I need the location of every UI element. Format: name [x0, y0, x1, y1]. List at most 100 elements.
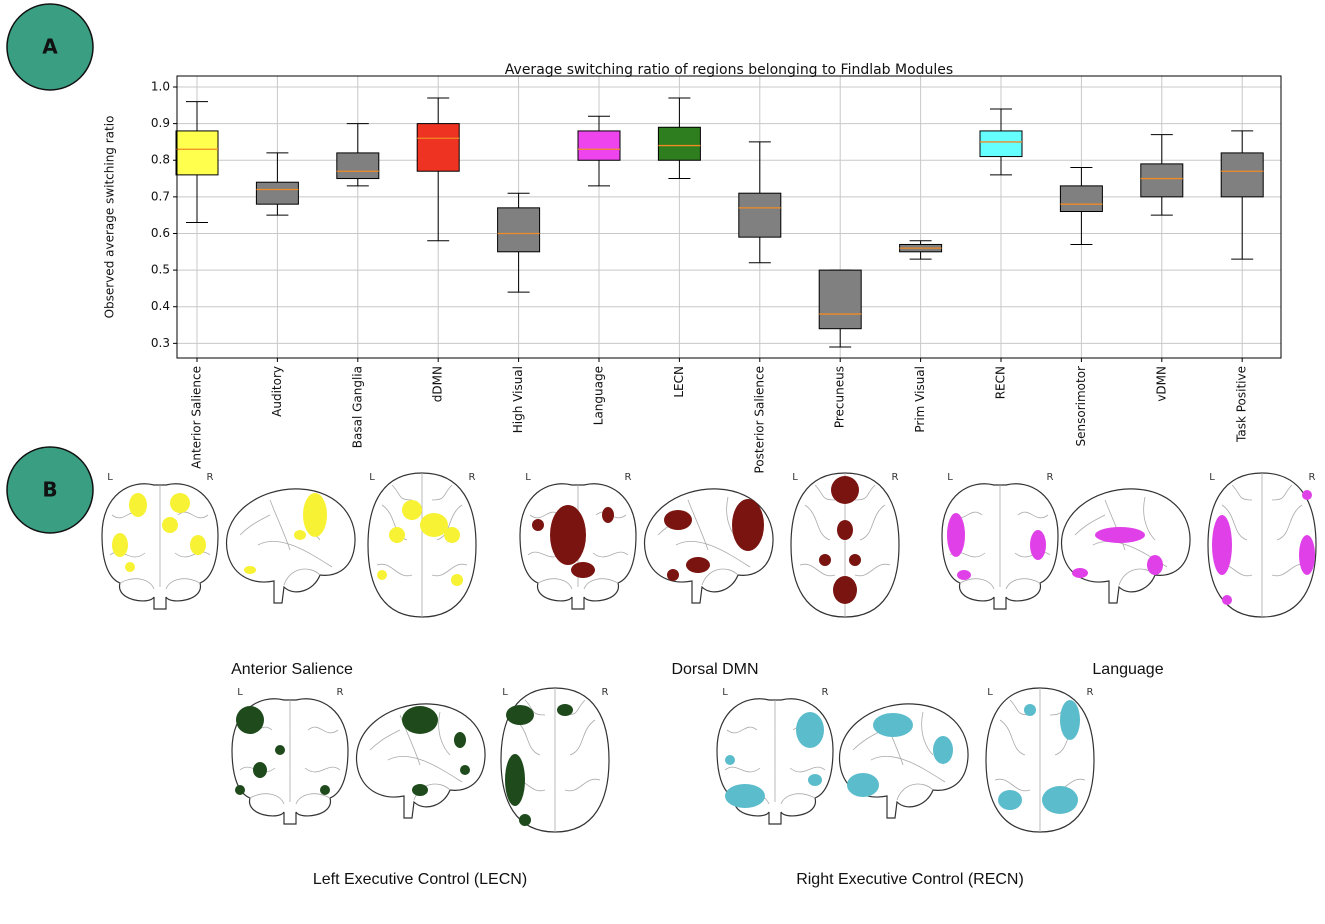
- activation-blob: [664, 510, 692, 530]
- activation-blob: [571, 562, 595, 578]
- hemisphere-label: L: [792, 472, 798, 483]
- x-tick-label: Posterior Salience: [752, 366, 766, 473]
- activation-blob: [190, 535, 206, 555]
- activation-blob: [796, 712, 824, 748]
- activation-blob: [235, 785, 245, 795]
- activation-blob: [819, 554, 831, 566]
- brain-sulci: [852, 711, 946, 801]
- brain-map-title: Left Executive Control (LECN): [313, 871, 527, 888]
- activation-blob: [377, 570, 387, 580]
- activation-blob: [170, 493, 190, 513]
- hemisphere-label: R: [1309, 472, 1316, 483]
- activation-blob: [444, 527, 460, 543]
- activation-blob: [947, 513, 965, 557]
- activation-blob: [532, 519, 544, 531]
- box: [1220, 152, 1264, 198]
- activation-blob: [557, 704, 573, 716]
- activation-blob: [1222, 595, 1232, 605]
- activation-blob: [1299, 535, 1315, 575]
- activation-blob: [1030, 530, 1046, 560]
- hemisphere-label: R: [602, 687, 609, 698]
- y-tick-label: 0.8: [151, 153, 170, 167]
- box: [497, 207, 541, 253]
- box: [175, 130, 219, 176]
- panel-label: A: [42, 35, 58, 59]
- brain-view: [838, 703, 969, 819]
- x-tick-label: Precuneus: [833, 366, 847, 428]
- activation-blob: [236, 706, 264, 734]
- brain-view: [355, 703, 486, 819]
- hemisphere-label: L: [1209, 472, 1215, 483]
- box: [1059, 185, 1103, 213]
- y-tick-label: 0.5: [151, 263, 170, 277]
- box: [738, 192, 782, 238]
- x-tick-label: Anterior Salience: [190, 366, 204, 469]
- y-tick-label: 0.4: [151, 299, 170, 313]
- hemisphere-label: L: [107, 472, 113, 483]
- panel-label: B: [42, 478, 57, 502]
- x-tick-label: Task Positive: [1235, 366, 1249, 443]
- brain-view: [643, 488, 774, 604]
- activation-blob: [847, 773, 879, 797]
- x-tick-label: Auditory: [270, 366, 284, 417]
- box: [657, 126, 701, 161]
- panel-badge: [6, 446, 94, 534]
- x-tick-label: RECN: [994, 366, 1008, 399]
- x-tick-label: Prim Visual: [913, 366, 927, 433]
- activation-blob: [1024, 704, 1036, 716]
- hemisphere-label: L: [237, 687, 243, 698]
- y-tick-label: 0.9: [151, 116, 170, 130]
- hemisphere-label: R: [822, 687, 829, 698]
- activation-blob: [451, 574, 463, 586]
- activation-blob: [389, 527, 405, 543]
- brain-sulci: [1216, 473, 1308, 617]
- activation-blob: [808, 774, 822, 786]
- y-tick-label: 0.3: [151, 336, 170, 350]
- hemisphere-label: L: [502, 687, 508, 698]
- box: [1140, 163, 1184, 198]
- hemisphere-label: L: [369, 472, 375, 483]
- brain-view: [225, 488, 356, 604]
- x-tick-label: dDMN: [431, 366, 445, 402]
- hemisphere-label: R: [1087, 687, 1094, 698]
- hemisphere-label: R: [1047, 472, 1054, 483]
- chart-title: Average switching ratio of regions belon…: [505, 62, 953, 78]
- brain-sulci: [376, 473, 468, 617]
- hemisphere-label: R: [892, 472, 899, 483]
- activation-blob: [1095, 527, 1145, 543]
- plot-frame: [176, 75, 1282, 359]
- activation-blob: [112, 533, 128, 557]
- activation-blob: [125, 562, 135, 572]
- brain-outline: [225, 488, 356, 604]
- hemisphere-label: L: [525, 472, 531, 483]
- activation-blob: [831, 476, 859, 504]
- box: [416, 123, 460, 172]
- brain-sulci: [369, 711, 463, 801]
- brain-map-title: Right Executive Control (RECN): [796, 871, 1024, 888]
- brain-sulci: [994, 688, 1086, 832]
- hemisphere-label: R: [625, 472, 632, 483]
- activation-blob: [320, 785, 330, 795]
- x-tick-label: LECN: [672, 366, 686, 398]
- hemisphere-label: L: [947, 472, 953, 483]
- x-tick-label: Sensorimotor: [1074, 366, 1088, 447]
- box: [255, 181, 299, 205]
- activation-blob: [294, 530, 306, 540]
- activation-blob: [275, 745, 285, 755]
- activation-blob: [725, 784, 765, 808]
- brain-map-title: Anterior Salience: [231, 661, 353, 678]
- x-tick-label: vDMN: [1154, 366, 1168, 402]
- activation-blob: [1302, 490, 1312, 500]
- activation-blob: [460, 765, 470, 775]
- activation-blob: [303, 493, 327, 537]
- box: [577, 130, 621, 161]
- activation-blob: [519, 814, 531, 826]
